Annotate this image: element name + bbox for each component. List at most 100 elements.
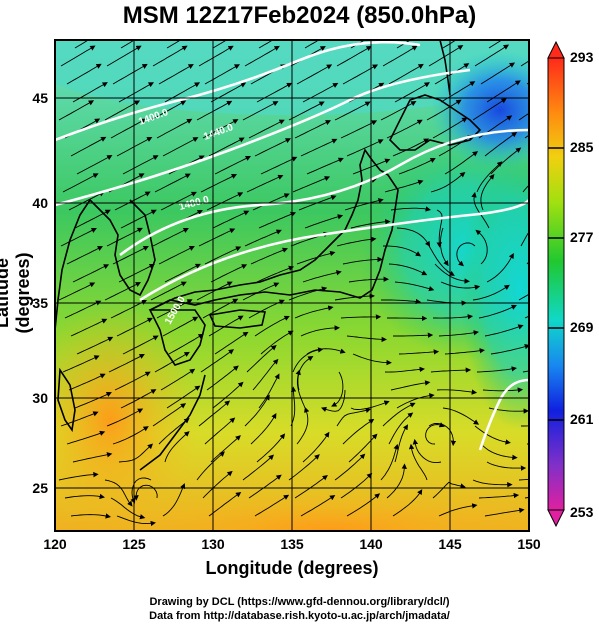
- x-axis-title: Longitude (degrees): [205, 558, 379, 578]
- x-tick-label: 150: [517, 536, 541, 552]
- streamline-arrow: [304, 40, 320, 49]
- streamline-arrow: [74, 392, 112, 409]
- streamline-arrow: [166, 40, 182, 49]
- streamline-arrow: [242, 454, 275, 481]
- streamline-arrow: [212, 40, 228, 49]
- x-tick-label: 120: [43, 536, 67, 552]
- streamline-arrow: [70, 318, 108, 337]
- streamline-arrow: [66, 63, 102, 85]
- streamline-arrow: [200, 174, 238, 193]
- streamline-arrow: [295, 369, 306, 409]
- streamline-arrow: [302, 82, 339, 103]
- streamline-arrow: [106, 408, 144, 427]
- x-tick-label: 140: [359, 536, 383, 552]
- hokkaido-coastline: [389, 94, 482, 151]
- streamline-arrow: [204, 246, 242, 265]
- streamline-arrow: [133, 484, 158, 501]
- streamline-arrow: [350, 400, 390, 410]
- streamline-arrow: [472, 479, 513, 488]
- streamline-arrow: [480, 62, 516, 85]
- x-tick-label: 135: [280, 536, 304, 552]
- streamline-arrow: [60, 227, 97, 247]
- streamline-arrow: [306, 157, 344, 175]
- streamline-arrow: [162, 483, 186, 517]
- drawing-credit: Drawing by DCL (https://www.gfd-dennou.o…: [149, 596, 450, 608]
- streamline-arrow: [390, 206, 431, 212]
- map-gridlines: [55, 40, 529, 531]
- streamline-arrow: [484, 507, 525, 517]
- streamline-arrow: [164, 82, 201, 103]
- streamline-arrow: [246, 174, 284, 193]
- streamline-arrow: [456, 242, 476, 267]
- streamline-arrow: [108, 353, 145, 373]
- streamline-arrow: [152, 45, 188, 67]
- streamline-arrow: [331, 371, 344, 407]
- streamline-arrow: [434, 63, 470, 85]
- colorbar-scale: [547, 57, 565, 511]
- streamline-arrow: [70, 136, 107, 157]
- y-tick-label: 30: [32, 390, 48, 406]
- streamline-arrow: [396, 40, 412, 49]
- streamline-arrow: [248, 119, 285, 139]
- streamline-arrow: [490, 147, 522, 175]
- streamline-arrow: [300, 138, 338, 157]
- streamline-arrow: [394, 281, 435, 292]
- streamline-arrow: [346, 139, 384, 157]
- streamline-arrow: [336, 407, 372, 427]
- streamline-arrow: [472, 98, 507, 121]
- streamline-arrow: [344, 198, 384, 211]
- coastlines: [55, 40, 482, 471]
- streamline-arrow: [196, 451, 225, 481]
- streamline-arrow: [166, 385, 201, 409]
- streamline-arrow: [72, 82, 108, 103]
- streamline-arrow: [168, 333, 204, 355]
- temperature-field: [55, 40, 529, 531]
- streamline-arrow: [444, 348, 485, 355]
- plot-frame: [54, 39, 530, 532]
- streamline-arrow: [408, 443, 428, 481]
- streamline-arrow: [68, 191, 105, 211]
- y-tick-label: 25: [32, 480, 48, 496]
- streamline-arrow: [476, 161, 503, 193]
- streamline-arrow: [254, 315, 290, 337]
- streamline-arrow: [292, 176, 331, 193]
- streamline-arrow: [248, 474, 282, 499]
- kyushu-coastline: [148, 309, 206, 366]
- streamline-arrow: [162, 316, 199, 337]
- streamline-arrow: [381, 298, 422, 305]
- streamline-arrow: [154, 173, 191, 193]
- streamline-arrow: [520, 60, 529, 67]
- wind-streamlines: [58, 40, 529, 527]
- streamline-arrow: [438, 134, 474, 157]
- streamline-arrow: [478, 492, 520, 499]
- streamline-arrow: [198, 400, 231, 427]
- contour-1520: [478, 378, 529, 451]
- y-tick-label: 45: [32, 90, 48, 106]
- streamline-arrow: [288, 454, 320, 481]
- streamline-arrow: [430, 171, 466, 193]
- streamline-arrow: [396, 392, 435, 409]
- streamline-arrow: [158, 64, 194, 85]
- streamline-arrow: [110, 497, 146, 520]
- streamline-arrow: [152, 227, 189, 247]
- streamline-arrow: [152, 403, 187, 427]
- streamline-arrow: [244, 45, 280, 67]
- streamline-arrow: [110, 118, 147, 139]
- streamline-arrow: [486, 253, 514, 283]
- streamline-arrow: [304, 214, 344, 229]
- streamline-arrow: [164, 263, 201, 283]
- streamline-arrow: [256, 265, 295, 283]
- streamline-arrow: [380, 101, 417, 121]
- streamline-arrow: [440, 227, 449, 267]
- streamline-arrow: [474, 425, 511, 445]
- streamline-arrow: [198, 45, 234, 67]
- streamline-arrow: [214, 331, 249, 355]
- streamline-arrow: [150, 100, 187, 121]
- height-contours: [55, 40, 529, 451]
- streamline-arrow: [76, 155, 113, 175]
- streamline-arrow: [72, 264, 110, 283]
- streamline-arrow: [122, 155, 159, 175]
- streamline-arrow: [384, 179, 424, 193]
- streamline-arrow: [384, 366, 425, 373]
